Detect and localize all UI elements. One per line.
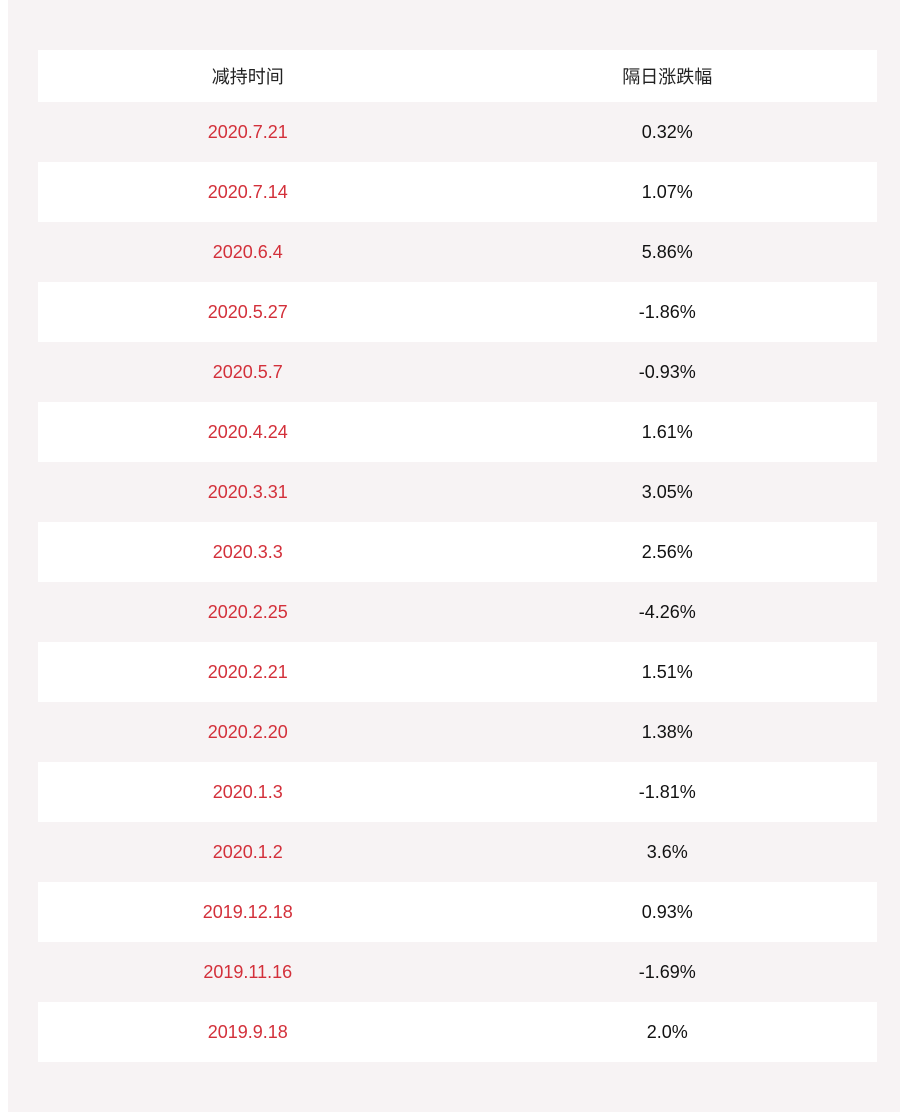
table-row: 2020.4.24 1.61%: [38, 402, 877, 462]
change-cell: 0.93%: [457, 882, 877, 942]
table-row: 2020.2.21 1.51%: [38, 642, 877, 702]
table-row: 2020.3.3 2.56%: [38, 522, 877, 582]
date-cell: 2020.1.2: [38, 822, 458, 882]
change-cell: -1.69%: [457, 942, 877, 1002]
table-row: 2019.11.16 -1.69%: [38, 942, 877, 1002]
table-row: 2020.2.25 -4.26%: [38, 582, 877, 642]
date-cell: 2020.3.31: [38, 462, 458, 522]
change-cell: 1.38%: [457, 702, 877, 762]
date-cell: 2020.2.21: [38, 642, 458, 702]
table-row: 2020.1.3 -1.81%: [38, 762, 877, 822]
table-row: 2020.2.20 1.38%: [38, 702, 877, 762]
change-cell: 2.0%: [457, 1002, 877, 1062]
table-row: 2019.12.18 0.93%: [38, 882, 877, 942]
table-row: 2020.5.7 -0.93%: [38, 342, 877, 402]
change-cell: 3.6%: [457, 822, 877, 882]
date-cell: 2020.5.7: [38, 342, 458, 402]
date-cell: 2020.7.21: [38, 102, 458, 162]
date-cell: 2019.12.18: [38, 882, 458, 942]
change-cell: 1.51%: [457, 642, 877, 702]
date-cell: 2019.11.16: [38, 942, 458, 1002]
change-cell: -1.86%: [457, 282, 877, 342]
date-cell: 2020.6.4: [38, 222, 458, 282]
table: 减持时间 隔日涨跌幅 2020.7.21 0.32% 2020.7.14 1.07% 2…: [38, 50, 877, 1062]
change-cell: -0.93%: [457, 342, 877, 402]
change-cell: 2.56%: [457, 522, 877, 582]
date-cell: 2020.3.3: [38, 522, 458, 582]
table-row: 2020.7.21 0.32%: [38, 102, 877, 162]
header-cell: 隔日涨跌幅: [457, 50, 877, 102]
change-cell: -4.26%: [457, 582, 877, 642]
date-cell: 2019.9.18: [38, 1002, 458, 1062]
change-cell: 0.32%: [457, 102, 877, 162]
table-row: 2020.1.2 3.6%: [38, 822, 877, 882]
date-cell: 2020.7.14: [38, 162, 458, 222]
change-cell: 3.05%: [457, 462, 877, 522]
date-cell: 2020.2.20: [38, 702, 458, 762]
table-row: 2020.3.31 3.05%: [38, 462, 877, 522]
date-cell: 2020.1.3: [38, 762, 458, 822]
change-cell: 5.86%: [457, 222, 877, 282]
date-cell: 2020.2.25: [38, 582, 458, 642]
table-row: 2020.6.4 5.86%: [38, 222, 877, 282]
change-cell: 1.61%: [457, 402, 877, 462]
header-cell: 减持时间: [38, 50, 458, 102]
table-row: 2020.7.14 1.07%: [38, 162, 877, 222]
date-cell: 2020.4.24: [38, 402, 458, 462]
change-cell: 1.07%: [457, 162, 877, 222]
table-row: 2020.5.27 -1.86%: [38, 282, 877, 342]
change-cell: -1.81%: [457, 762, 877, 822]
table-body: 2020.7.21 0.32% 2020.7.14 1.07% 2020.6.4 5.86…: [38, 102, 877, 1062]
date-cell: 2020.5.27: [38, 282, 458, 342]
table-row: 2019.9.18 2.0%: [38, 1002, 877, 1062]
header-row: 减持时间 隔日涨跌幅: [38, 50, 877, 102]
